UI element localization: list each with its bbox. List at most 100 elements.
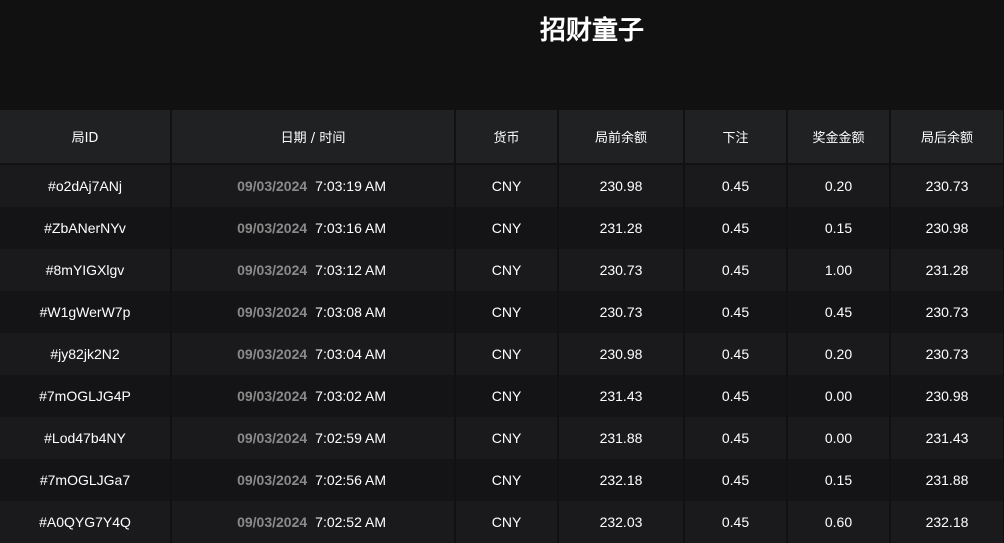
currency: CNY (455, 207, 559, 249)
table-row[interactable]: #o2dAj7ANj 09/03/2024 7:03:19 AM CNY 230.98 0… (0, 164, 1004, 207)
bet: 0.45 (684, 375, 788, 417)
time: 7:02:59 AM (315, 430, 386, 446)
header-round-id: 局ID (0, 110, 172, 165)
balance-after: 231.88 (890, 459, 1004, 501)
datetime-cell: 09/03/2024 7:02:59 AM (171, 417, 456, 459)
balance-after: 230.98 (890, 207, 1004, 249)
balance-before: 230.73 (558, 291, 685, 333)
win-amount: 0.00 (787, 417, 891, 459)
win-amount: 0.45 (787, 291, 891, 333)
round-id[interactable]: #A0QYG7Y4Q (0, 501, 172, 543)
table-row[interactable]: #Lod47b4NY 09/03/2024 7:02:59 AM CNY 231.88 0… (0, 417, 1004, 459)
win-amount: 0.60 (787, 501, 891, 543)
balance-before: 230.98 (558, 164, 685, 207)
round-id[interactable]: #jy82jk2N2 (0, 333, 172, 375)
balance-after: 230.73 (890, 164, 1004, 207)
datetime-cell: 09/03/2024 7:03:08 AM (171, 291, 456, 333)
currency: CNY (455, 333, 559, 375)
currency: CNY (455, 249, 559, 291)
date: 09/03/2024 (237, 388, 308, 404)
bet: 0.45 (684, 207, 788, 249)
bet: 0.45 (684, 291, 788, 333)
balance-after: 232.18 (890, 501, 1004, 543)
balance-after: 230.98 (890, 375, 1004, 417)
win-amount: 0.20 (787, 333, 891, 375)
balance-before: 232.18 (558, 459, 685, 501)
page-title: 招财童子 (539, 16, 644, 46)
win-amount: 0.20 (787, 164, 891, 207)
time: 7:03:12 AM (315, 262, 386, 278)
balance-before: 231.43 (558, 375, 685, 417)
time: 7:03:08 AM (315, 304, 386, 320)
header-balance-before: 局前余额 (558, 110, 685, 165)
date: 09/03/2024 (237, 178, 308, 194)
currency: CNY (455, 375, 559, 417)
datetime-cell: 09/03/2024 7:03:19 AM (171, 164, 456, 207)
bet: 0.45 (684, 249, 788, 291)
round-id[interactable]: #7mOGLJGa7 (0, 459, 172, 501)
date: 09/03/2024 (237, 514, 308, 530)
win-amount: 1.00 (787, 249, 891, 291)
time: 7:03:04 AM (315, 346, 386, 362)
table-row[interactable]: #jy82jk2N2 09/03/2024 7:03:04 AM CNY 230.98 0… (0, 333, 1004, 375)
date: 09/03/2024 (237, 220, 308, 236)
round-id[interactable]: #8mYIGXlgv (0, 249, 172, 291)
bet: 0.45 (684, 459, 788, 501)
bet: 0.45 (684, 333, 788, 375)
win-amount: 0.00 (787, 375, 891, 417)
round-id[interactable]: #ZbANerNYv (0, 207, 172, 249)
date: 09/03/2024 (237, 472, 308, 488)
balance-after: 230.73 (890, 291, 1004, 333)
game-history-table: 局ID 日期 / 时间 货币 局前余额 下注 奖金金额 局后余额 #o2dAj7… (0, 110, 1004, 543)
balance-before: 230.98 (558, 333, 685, 375)
round-id[interactable]: #7mOGLJG4P (0, 375, 172, 417)
balance-before: 231.88 (558, 417, 685, 459)
time: 7:03:02 AM (315, 388, 386, 404)
date: 09/03/2024 (237, 430, 308, 446)
win-amount: 0.15 (787, 459, 891, 501)
currency: CNY (455, 164, 559, 207)
currency: CNY (455, 501, 559, 543)
datetime-cell: 09/03/2024 7:02:56 AM (171, 459, 456, 501)
header-win: 奖金金额 (787, 110, 891, 165)
table-row[interactable]: #8mYIGXlgv 09/03/2024 7:03:12 AM CNY 230.73 0… (0, 249, 1004, 291)
round-id[interactable]: #o2dAj7ANj (0, 164, 172, 207)
table-row[interactable]: #W1gWerW7p 09/03/2024 7:03:08 AM CNY 230.73 0… (0, 291, 1004, 333)
currency: CNY (455, 459, 559, 501)
datetime-cell: 09/03/2024 7:03:16 AM (171, 207, 456, 249)
table-row[interactable]: #A0QYG7Y4Q 09/03/2024 7:02:52 AM CNY 232.03 0… (0, 501, 1004, 543)
date: 09/03/2024 (237, 346, 308, 362)
bet: 0.45 (684, 417, 788, 459)
win-amount: 0.15 (787, 207, 891, 249)
header-balance-after: 局后余额 (890, 110, 1004, 165)
time: 7:02:52 AM (315, 514, 386, 530)
balance-after: 231.28 (890, 249, 1004, 291)
datetime-cell: 09/03/2024 7:03:04 AM (171, 333, 456, 375)
header-bet: 下注 (684, 110, 788, 165)
currency: CNY (455, 291, 559, 333)
balance-before: 231.28 (558, 207, 685, 249)
header-currency: 货币 (455, 110, 559, 165)
table-row[interactable]: #7mOGLJG4P 09/03/2024 7:03:02 AM CNY 231.43 0… (0, 375, 1004, 417)
datetime-cell: 09/03/2024 7:03:02 AM (171, 375, 456, 417)
table-row[interactable]: #ZbANerNYv 09/03/2024 7:03:16 AM CNY 231.28 0… (0, 207, 1004, 249)
round-id[interactable]: #W1gWerW7p (0, 291, 172, 333)
date: 09/03/2024 (237, 262, 308, 278)
time: 7:03:19 AM (315, 178, 386, 194)
time: 7:03:16 AM (315, 220, 386, 236)
balance-before: 230.73 (558, 249, 685, 291)
datetime-cell: 09/03/2024 7:03:12 AM (171, 249, 456, 291)
currency: CNY (455, 417, 559, 459)
balance-after: 230.73 (890, 333, 1004, 375)
balance-after: 231.43 (890, 417, 1004, 459)
date: 09/03/2024 (237, 304, 308, 320)
bet: 0.45 (684, 501, 788, 543)
balance-before: 232.03 (558, 501, 685, 543)
table-header-row: 局ID 日期 / 时间 货币 局前余额 下注 奖金金额 局后余额 (0, 110, 1004, 165)
round-id[interactable]: #Lod47b4NY (0, 417, 172, 459)
table-row[interactable]: #7mOGLJGa7 09/03/2024 7:02:56 AM CNY 232.18 0… (0, 459, 1004, 501)
bet: 0.45 (684, 164, 788, 207)
time: 7:02:56 AM (315, 472, 386, 488)
header-datetime: 日期 / 时间 (171, 110, 456, 165)
datetime-cell: 09/03/2024 7:02:52 AM (171, 501, 456, 543)
